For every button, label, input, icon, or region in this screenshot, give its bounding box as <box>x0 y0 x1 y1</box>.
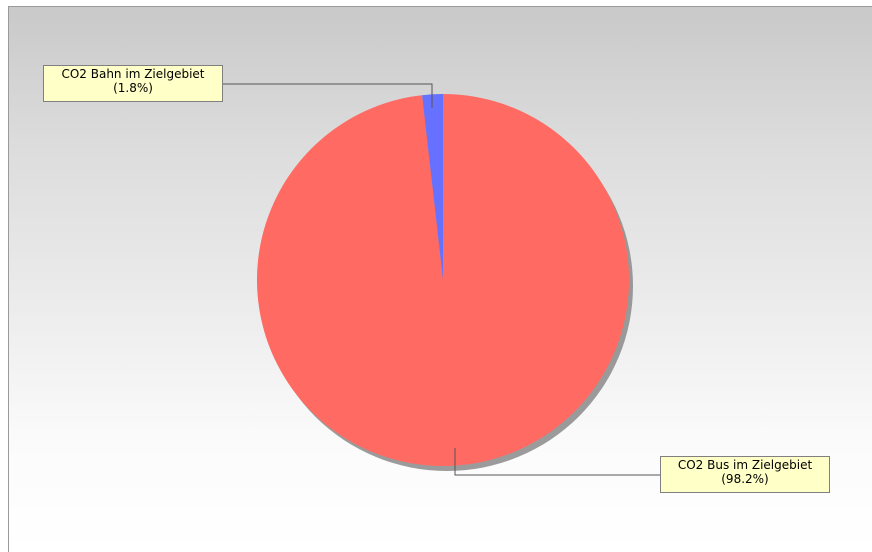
pie-slice-bus <box>256 94 629 466</box>
pie-slice-bahn <box>422 94 443 280</box>
slice-label-bus-percent: (98.2%) <box>721 472 769 486</box>
slice-label-bahn-percent: (1.8%) <box>113 81 153 95</box>
pie-slices <box>256 94 629 466</box>
slice-label-bahn-name: CO2 Bahn im Zielgebiet <box>61 67 205 81</box>
slice-label-bus-name: CO2 Bus im Zielgebiet <box>677 458 813 472</box>
leader-line-bahn <box>223 83 433 108</box>
leader-line-bus <box>454 448 660 476</box>
slice-label-bahn: CO2 Bahn im Zielgebiet (1.8%) <box>43 65 223 102</box>
slice-label-bus: CO2 Bus im Zielgebiet (98.2%) <box>660 456 830 493</box>
